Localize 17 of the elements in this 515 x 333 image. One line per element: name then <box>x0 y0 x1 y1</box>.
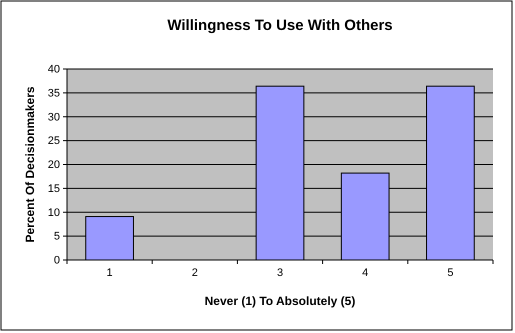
y-tick-label: 15 <box>48 182 60 195</box>
x-tick-label: 4 <box>362 267 368 280</box>
x-tick-label: 5 <box>447 267 454 280</box>
y-tick-label: 5 <box>54 230 60 243</box>
y-tick-label: 10 <box>48 206 60 219</box>
y-tick-label: 35 <box>48 87 60 100</box>
y-tick-label: 25 <box>48 135 60 148</box>
x-tick-label: 2 <box>192 267 198 280</box>
y-tick-label: 40 <box>48 64 60 76</box>
y-tick-label: 30 <box>48 111 60 124</box>
x-tick-label: 1 <box>106 267 113 280</box>
x-tick-label: 3 <box>276 267 284 280</box>
y-tick-label: 20 <box>48 159 60 172</box>
x-axis-title: Never (1) To Absolutely (5) <box>204 294 356 308</box>
y-axis-title: Percent Of Decisionmakers <box>23 86 37 243</box>
y-tick-label: 0 <box>54 254 60 267</box>
chart-title: Willingness To Use With Others <box>167 17 393 34</box>
